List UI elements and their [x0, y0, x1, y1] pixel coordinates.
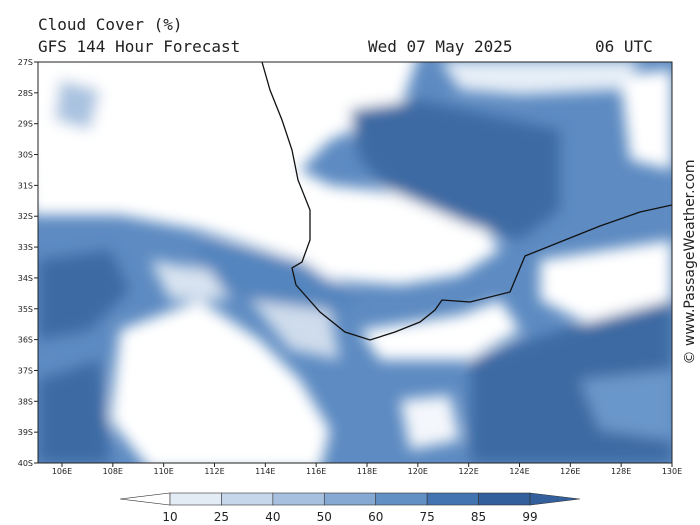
colorbar-label: 10	[162, 510, 177, 524]
lat-label: 34S	[18, 274, 33, 283]
title: Cloud Cover (%)	[38, 15, 183, 34]
lon-label: 106E	[52, 467, 72, 476]
colorbar-label: 99	[522, 510, 537, 524]
lon-axis: 106E 108E 110E 112E 114E 116E 118E 120E 122E 124E…	[52, 463, 682, 476]
colorbar-segment	[323, 492, 377, 506]
lon-label: 128E	[611, 467, 631, 476]
subtitle: GFS 144 Hour Forecast	[38, 37, 240, 56]
colorbar-segment	[375, 492, 428, 506]
lat-label: 27S	[18, 58, 33, 67]
colorbar-label: 85	[471, 510, 486, 524]
lon-label: 108E	[103, 467, 123, 476]
lat-axis: 27S 28S 29S 30S 31S 32S 33S 34S 35S 36S 37S 38S 39S 4…	[18, 58, 38, 468]
colorbar-end	[529, 492, 581, 506]
cloud-shapes	[38, 62, 672, 463]
colorbar-segment	[272, 492, 325, 506]
lon-label: 110E	[154, 467, 174, 476]
colorbar-label: 40	[265, 510, 280, 524]
colorbar-segment	[221, 492, 274, 506]
lon-label: 126E	[560, 467, 580, 476]
lon-label: 116E	[306, 467, 326, 476]
colorbar-segment	[478, 492, 531, 506]
lat-label: 38S	[18, 397, 33, 406]
map-frame	[37, 61, 673, 464]
cloud-field	[38, 62, 672, 463]
lat-label: 28S	[18, 89, 33, 98]
lat-label: 32S	[18, 212, 33, 221]
colorbar-label: 60	[368, 510, 383, 524]
lat-label: 35S	[18, 305, 33, 314]
lon-label: 130E	[662, 467, 682, 476]
lat-label: 29S	[18, 120, 33, 129]
colorbar-label: 25	[214, 510, 229, 524]
colorbar-segment	[426, 492, 479, 506]
colorbar-label: 50	[317, 510, 332, 524]
lon-label: 118E	[357, 467, 377, 476]
lat-label: 36S	[18, 336, 33, 345]
lon-label: 122E	[459, 467, 479, 476]
date: Wed 07 May 2025	[368, 37, 513, 56]
credit: © www.PassageWeather.com	[682, 159, 698, 364]
coastline	[261, 62, 672, 341]
lon-label: 114E	[255, 467, 275, 476]
lon-label: 124E	[509, 467, 529, 476]
colorbar: 10 25 40 50 60 75 85 99	[119, 492, 581, 524]
colorbar-segment	[169, 492, 222, 506]
lat-label: 40S	[18, 459, 33, 468]
lat-label: 31S	[18, 181, 33, 190]
colorbar-label: 75	[420, 510, 435, 524]
lat-label: 39S	[18, 428, 33, 437]
lat-label: 33S	[18, 243, 33, 252]
lat-label: 30S	[18, 151, 33, 160]
lat-label: 37S	[18, 366, 33, 375]
colorbar-end	[119, 492, 171, 506]
lon-label: 112E	[204, 467, 224, 476]
lon-label: 120E	[408, 467, 428, 476]
time: 06 UTC	[595, 37, 653, 56]
